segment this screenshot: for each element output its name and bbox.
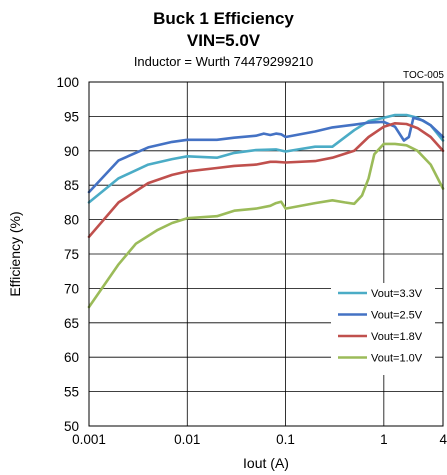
y-tick-label: 50 — [64, 419, 79, 434]
series-line — [87, 116, 445, 194]
y-tick-label: 90 — [64, 144, 79, 159]
x-tick-label: 0.01 — [174, 432, 200, 447]
series-line — [87, 122, 445, 239]
x-tick-label: 4 — [439, 432, 447, 447]
y-tick-label: 80 — [64, 213, 79, 228]
chart-title: Buck 1 Efficiency — [153, 9, 294, 28]
y-tick-label: 75 — [64, 247, 79, 262]
y-tick-label: 85 — [64, 178, 79, 193]
y-tick-label: 60 — [64, 350, 79, 365]
legend-label: Vout=3.3V — [371, 288, 423, 300]
y-tick-label: 55 — [64, 385, 79, 400]
x-tick-labels: 0.001 0.01 0.1 1 4 — [72, 432, 447, 447]
y-tick-label: 95 — [64, 109, 79, 124]
legend-label: Vout=1.0V — [371, 353, 423, 365]
y-tick-label: 65 — [64, 316, 79, 331]
legend: Vout=3.3V Vout=2.5V Vout=1.8V Vout=1.0V — [331, 283, 435, 375]
figure-code: TOC-005 — [403, 70, 444, 81]
x-tick-label: 0.1 — [276, 432, 295, 447]
x-tick-label: 1 — [380, 432, 388, 447]
y-tick-label: 70 — [64, 281, 79, 296]
y-axis-label: Efficiency (%) — [7, 211, 23, 296]
plot-frame — [88, 81, 444, 427]
y-tick-label: 100 — [56, 75, 79, 90]
chart-subtitle-inductor: Inductor = Wurth 74479299210 — [133, 54, 314, 69]
chart-subtitle: VIN=5.0V — [186, 31, 261, 50]
x-tick-label: 0.001 — [72, 432, 106, 447]
series-lines — [87, 113, 445, 309]
x-axis-label: Iout (A) — [243, 455, 289, 471]
legend-label: Vout=1.8V — [371, 331, 423, 343]
legend-box — [331, 283, 435, 375]
legend-label: Vout=2.5V — [371, 310, 423, 322]
series-line — [87, 113, 445, 204]
series-line — [87, 142, 445, 309]
y-tick-labels: 50 55 60 65 70 75 80 85 90 95 100 — [56, 75, 79, 434]
